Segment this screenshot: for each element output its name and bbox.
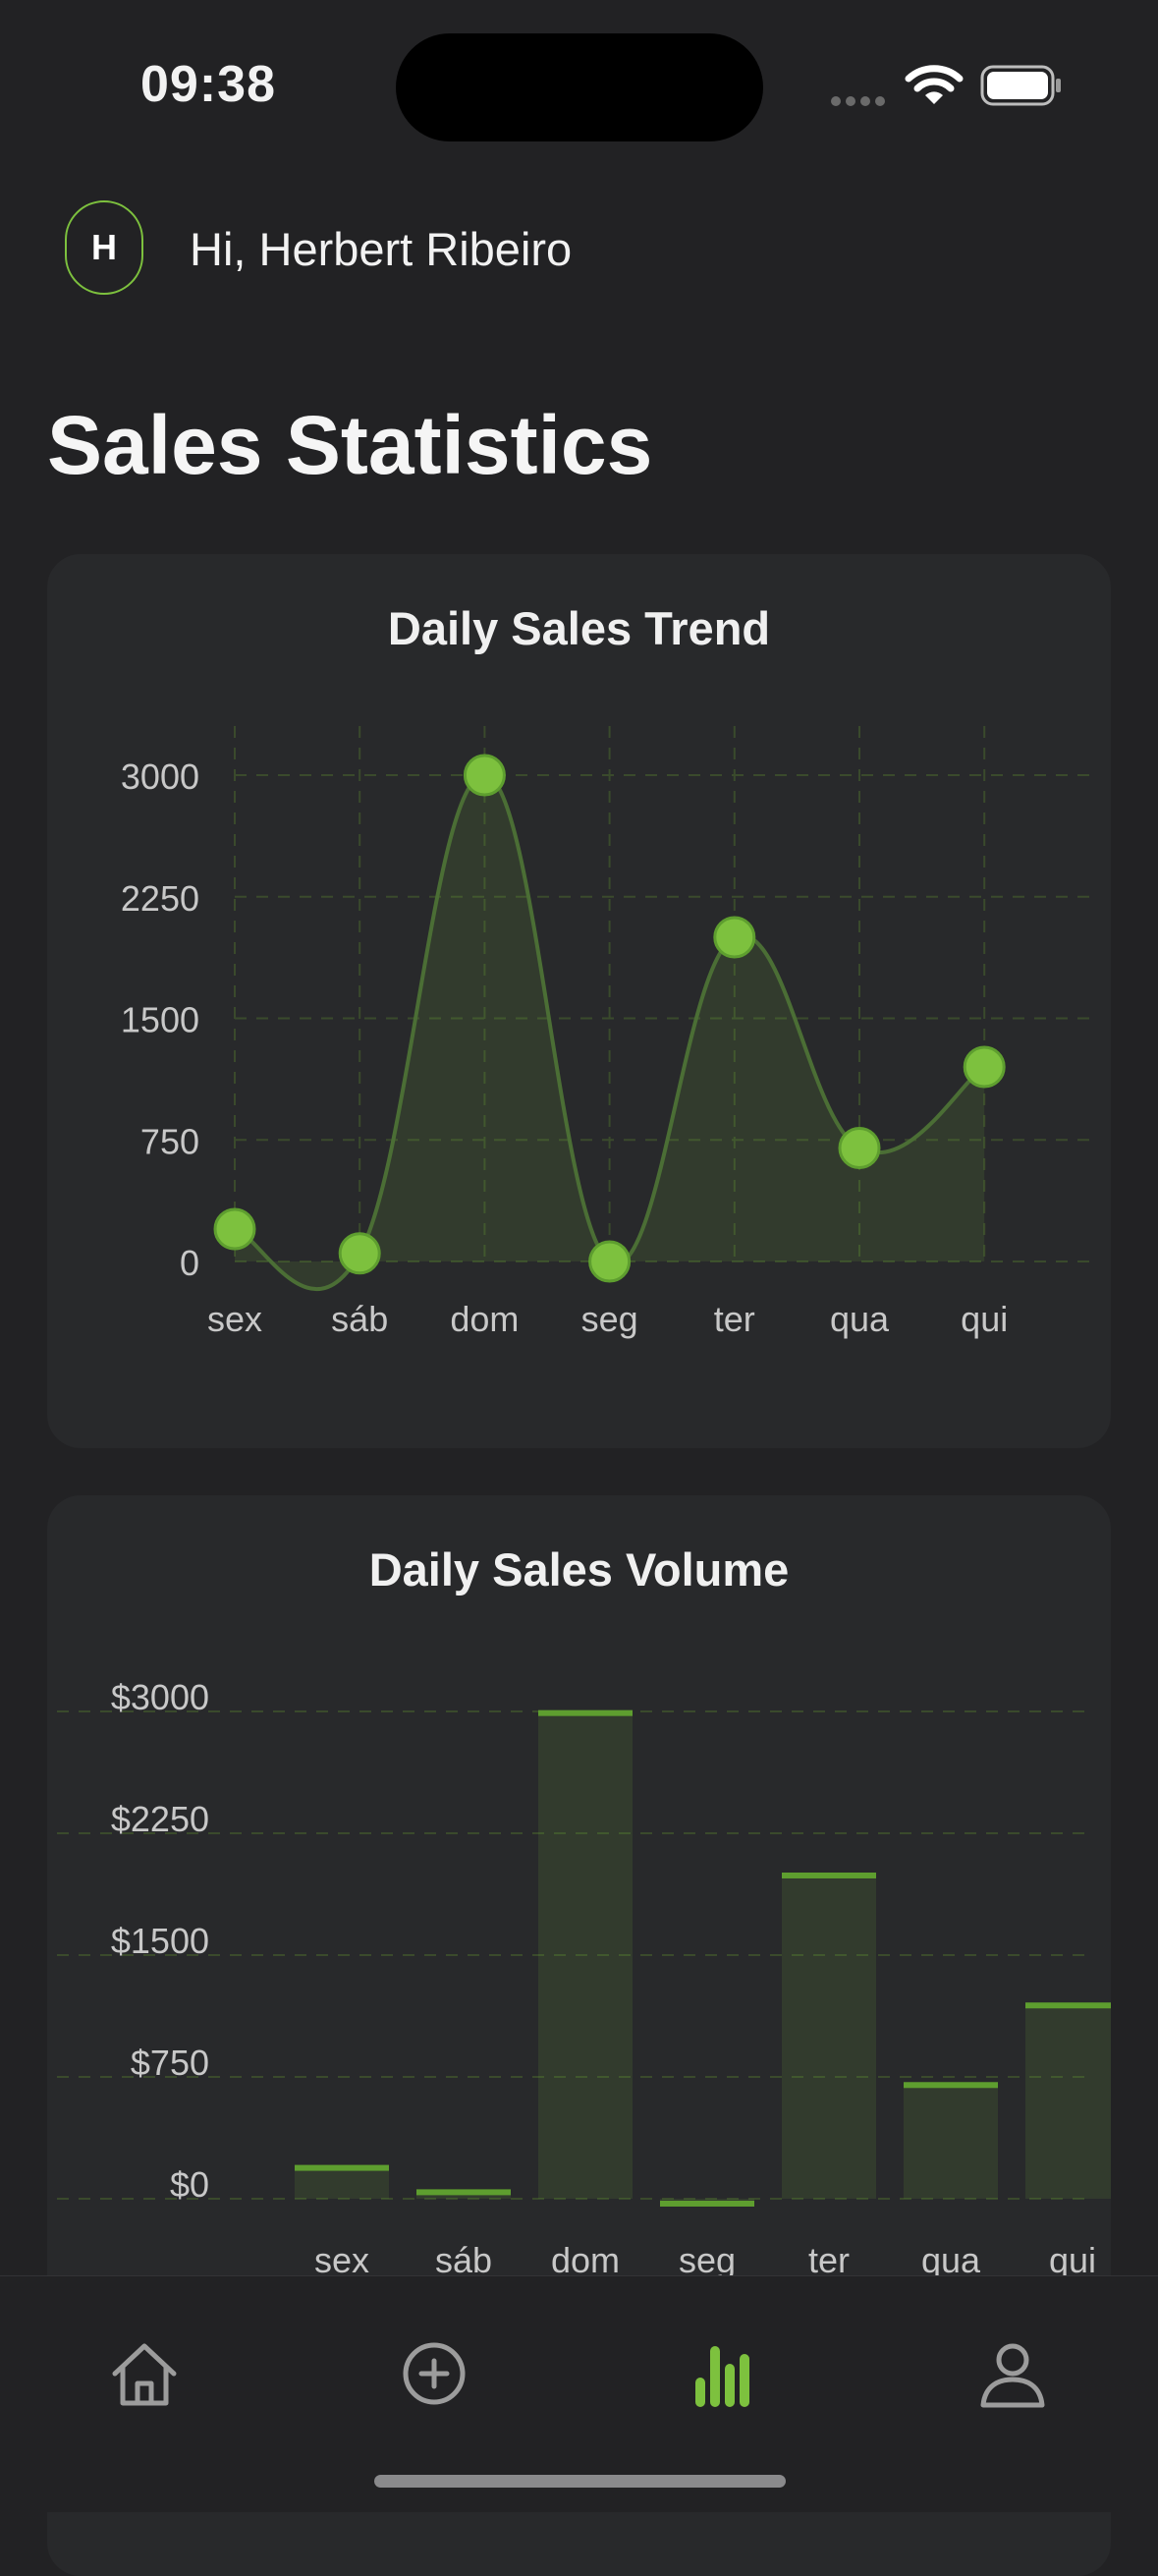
dynamic-island: [396, 33, 763, 141]
bar-cap: [1025, 2002, 1111, 2009]
y-tick-label: $0: [170, 2164, 209, 2205]
bar: [295, 2167, 389, 2199]
avatar[interactable]: H: [65, 200, 143, 295]
chart-title: Daily Sales Volume: [368, 1543, 790, 1596]
bar: [538, 1712, 633, 2199]
x-tick-label: dom: [450, 1299, 519, 1339]
tab-add[interactable]: [385, 2324, 483, 2423]
bar-cap: [538, 1709, 633, 1716]
daily-sales-trend-card: Daily Sales Trend 3000 2250 1500 750 0 sex sáb…: [47, 554, 1111, 1448]
tab-bar: [0, 2275, 1158, 2512]
status-bar: 09:38: [0, 0, 1158, 157]
home-indicator: [374, 2475, 786, 2488]
bar-cap: [295, 2164, 389, 2171]
data-point: [338, 1232, 381, 1275]
tab-home[interactable]: [95, 2324, 193, 2423]
x-tick-label: sex: [207, 1299, 262, 1339]
wifi-icon: [905, 65, 964, 104]
chart-title: Daily Sales Trend: [387, 602, 771, 654]
page-title: Sales Statistics: [47, 399, 653, 491]
y-tick-label: 1500: [121, 1000, 199, 1040]
y-tick-label: 750: [140, 1121, 199, 1161]
plus-circle-icon: [403, 2342, 466, 2405]
y-tick-label: $750: [131, 2043, 209, 2083]
home-icon: [112, 2343, 177, 2406]
bar-chart-icon: [695, 2346, 749, 2407]
x-tick-label: qui: [961, 1299, 1008, 1339]
x-tick-label: qui: [1049, 2240, 1096, 2280]
bar-cap: [782, 1872, 876, 1878]
x-tick-label: qua: [830, 1299, 890, 1339]
cellular-signal-icon: [831, 93, 890, 111]
bar: [416, 2192, 511, 2199]
data-point: [838, 1127, 881, 1169]
tab-profile[interactable]: [964, 2324, 1062, 2423]
y-tick-label: 2250: [121, 878, 199, 919]
series-line: [234, 772, 986, 1291]
x-tick-label: qua: [921, 2240, 981, 2280]
x-tick-label: sáb: [331, 1299, 388, 1339]
y-tick-label: 3000: [121, 756, 199, 797]
status-time: 09:38: [140, 56, 276, 113]
x-tick-label: seg: [679, 2240, 736, 2280]
person-icon: [980, 2343, 1045, 2408]
greeting-text: Hi, Herbert Ribeiro: [190, 223, 573, 275]
x-tick-label: sex: [314, 2240, 369, 2280]
data-point: [463, 754, 506, 797]
bar-cap: [660, 2200, 754, 2207]
data-point: [588, 1240, 632, 1283]
y-tick-label: $2250: [111, 1799, 209, 1839]
x-tick-label: seg: [581, 1299, 638, 1339]
x-tick-label: dom: [551, 2240, 620, 2280]
bar: [782, 1875, 876, 2199]
data-point: [963, 1045, 1006, 1089]
bar: [1025, 2005, 1111, 2199]
x-tick-label: sáb: [435, 2240, 492, 2280]
battery-icon: [980, 65, 1061, 106]
tab-stats[interactable]: [676, 2324, 774, 2423]
x-tick-label: ter: [714, 1299, 755, 1339]
y-tick-label: 0: [180, 1243, 199, 1283]
avatar-initial: H: [91, 227, 117, 267]
bar-cap: [416, 2189, 511, 2196]
bar: [904, 2085, 998, 2199]
x-tick-label: ter: [808, 2240, 850, 2280]
bar-cap: [904, 2082, 998, 2089]
y-tick-label: $1500: [111, 1921, 209, 1961]
y-tick-label: $3000: [111, 1677, 209, 1717]
data-point: [713, 916, 756, 959]
daily-sales-volume-chart: $3000 $2250 $1500 $750 $0 sex sáb dom seg ter qua q…: [57, 1677, 1111, 2280]
header: H Hi, Herbert Ribeiro: [0, 196, 1158, 305]
area-fill: [235, 774, 985, 1290]
data-point: [213, 1207, 256, 1251]
